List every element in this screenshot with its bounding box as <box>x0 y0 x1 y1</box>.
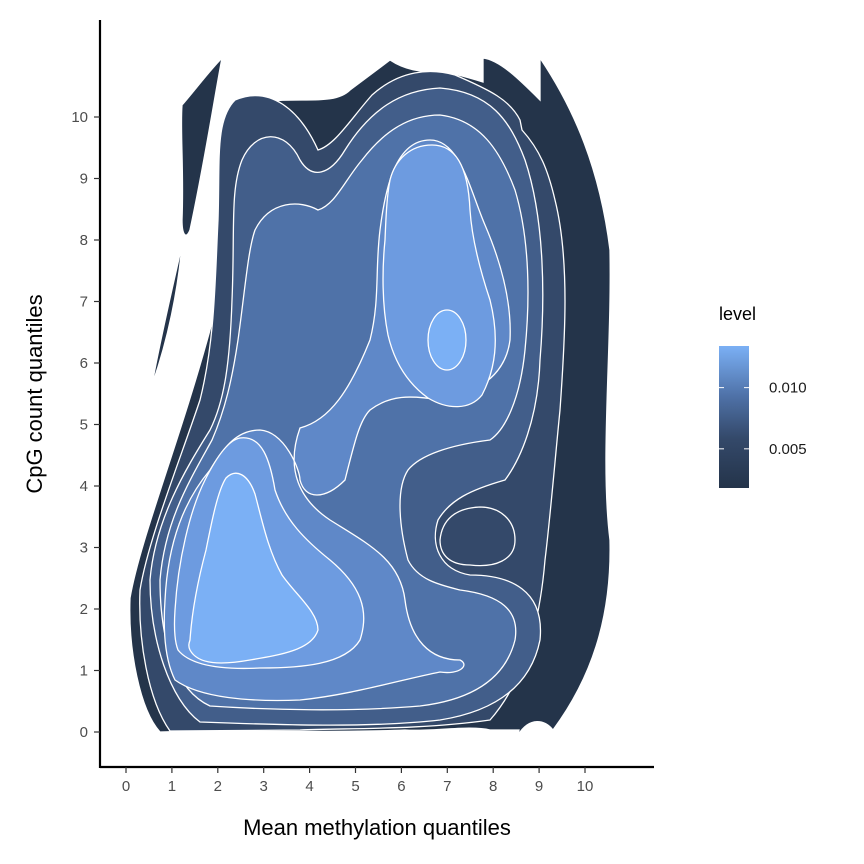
x-tick-label: 3 <box>260 778 268 795</box>
y-tick-label: 9 <box>80 171 88 188</box>
legend: level 0.010 0.005 <box>719 304 807 488</box>
x-tick-label: 10 <box>577 778 594 795</box>
x-axis-ticks: 0 1 2 3 4 5 6 7 8 9 10 <box>122 767 594 795</box>
y-tick-label: 0 <box>80 724 88 741</box>
x-tick-label: 7 <box>443 778 451 795</box>
x-tick-label: 6 <box>397 778 405 795</box>
legend-tick-label: 0.010 <box>769 380 807 397</box>
legend-colorbar <box>719 346 749 488</box>
x-tick-label: 0 <box>122 778 130 795</box>
x-tick-label: 8 <box>489 778 497 795</box>
density-level-7 <box>188 309 467 664</box>
y-tick-label: 1 <box>80 663 88 680</box>
y-axis-title: CpG count quantiles <box>22 294 47 493</box>
y-tick-label: 7 <box>80 294 88 311</box>
y-tick-label: 5 <box>80 417 88 434</box>
x-tick-label: 2 <box>214 778 222 795</box>
legend-title: level <box>719 304 756 324</box>
y-tick-label: 2 <box>80 601 88 618</box>
plot-area <box>129 55 611 736</box>
y-tick-label: 8 <box>80 232 88 249</box>
x-tick-label: 5 <box>351 778 359 795</box>
density-band-level-1-strip-mid <box>151 244 183 386</box>
legend-ticks: 0.010 0.005 <box>719 380 807 458</box>
density-band-level-6-high-mode <box>382 144 496 408</box>
y-tick-label: 6 <box>80 355 88 372</box>
density-band-level-1-strip-low <box>131 424 141 471</box>
x-tick-label: 1 <box>168 778 176 795</box>
y-tick-label: 3 <box>80 540 88 557</box>
x-tick-label: 9 <box>535 778 543 795</box>
y-tick-label: 10 <box>71 109 88 126</box>
x-axis-title: Mean methylation quantiles <box>243 815 511 840</box>
density-band-level-1-strip-top <box>180 56 224 236</box>
density-peak-low <box>188 472 319 664</box>
density-peak-high <box>427 309 467 371</box>
x-tick-label: 4 <box>305 778 313 795</box>
y-axis-ticks: 0 1 2 3 4 5 6 7 8 9 10 <box>71 109 100 741</box>
legend-tick-label: 0.005 <box>769 441 807 458</box>
y-tick-label: 4 <box>80 478 88 495</box>
